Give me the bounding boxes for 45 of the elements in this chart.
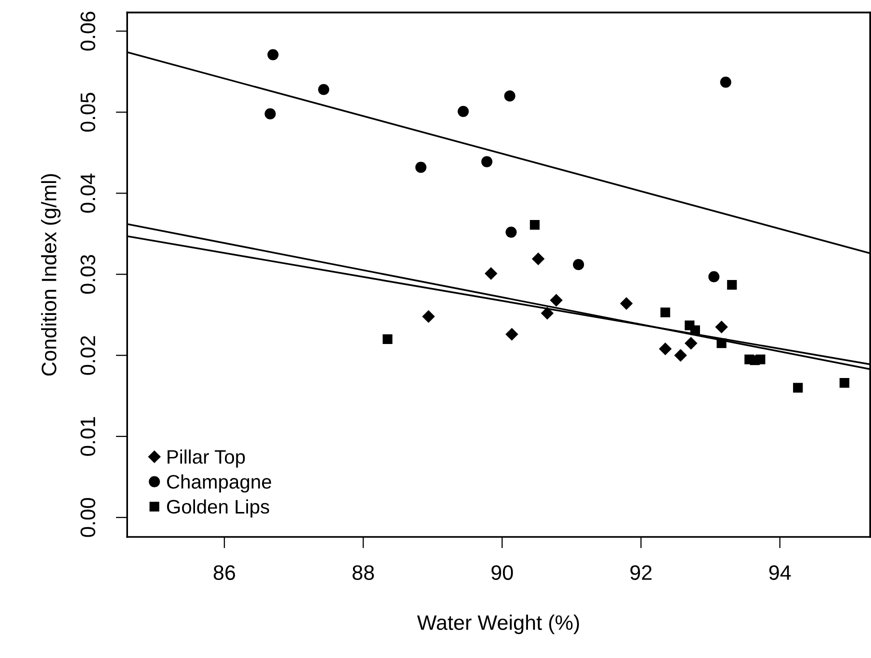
x-tick-label: 92 [630, 565, 652, 580]
point [532, 252, 545, 266]
point [620, 297, 633, 310]
x-axis-title: Water Weight (%) [417, 614, 579, 634]
point [720, 76, 732, 88]
point [793, 382, 803, 393]
x-tick-label: 88 [352, 565, 374, 580]
point [530, 220, 540, 230]
point [727, 280, 737, 290]
x-tick-label: 94 [769, 565, 791, 580]
point [840, 378, 850, 388]
point [382, 334, 392, 344]
y-tick-label: 0.01 [80, 417, 96, 456]
x-tick-label: 86 [214, 565, 236, 580]
point [684, 336, 698, 350]
y-tick-label: 0.06 [80, 12, 96, 51]
point [572, 259, 584, 270]
legend-label: Pillar Top [168, 449, 245, 468]
point [484, 267, 498, 280]
y-tick-label: 0.00 [80, 498, 96, 537]
point [504, 90, 516, 102]
point [481, 156, 492, 168]
point [267, 49, 279, 60]
y-tick-label: 0.02 [80, 336, 96, 375]
point [264, 108, 276, 120]
point [505, 328, 518, 341]
x-tick-label: 90 [492, 565, 513, 580]
point [422, 310, 435, 323]
y-tick-label: 0.03 [80, 254, 96, 294]
point [506, 226, 517, 238]
point [674, 348, 687, 362]
point [458, 106, 469, 117]
point [415, 162, 426, 173]
y-tick-label: 0.04 [80, 174, 96, 213]
point [660, 308, 670, 318]
point [550, 294, 563, 307]
y-axis-title: Condition Index (g/ml) [41, 174, 61, 376]
y-tick-label: 0.05 [80, 92, 96, 132]
point [658, 342, 672, 356]
point [756, 354, 766, 364]
legend-label: Golden Lips [167, 499, 270, 518]
point [715, 320, 728, 334]
legend-label: Champagne [167, 474, 272, 493]
point [708, 271, 720, 282]
point [318, 84, 330, 96]
